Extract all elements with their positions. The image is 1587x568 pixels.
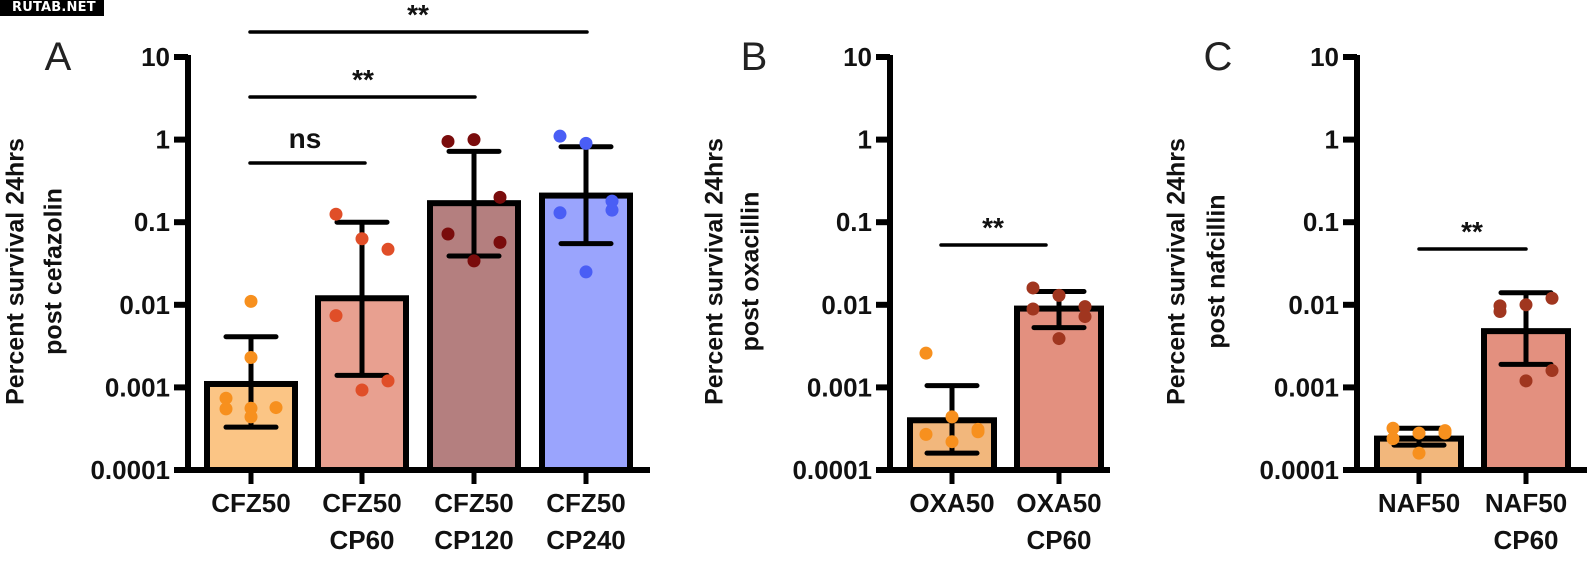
data-point (1412, 426, 1426, 440)
significance-label: ** (352, 64, 374, 95)
data-point (1052, 288, 1066, 302)
data-point (467, 133, 481, 147)
data-point (441, 227, 455, 241)
y-axis-label: post oxacillin (737, 192, 765, 352)
data-point (1519, 374, 1533, 388)
data-point (1026, 281, 1040, 295)
y-tick-label: 1 (858, 125, 872, 155)
data-point (1386, 421, 1400, 435)
data-point (244, 294, 258, 308)
data-point (579, 136, 593, 150)
data-point (355, 383, 369, 397)
data-point (381, 374, 395, 388)
y-axis-label: Percent survival 24hrs (1163, 138, 1191, 405)
data-point (1412, 446, 1426, 460)
data-point (244, 351, 258, 365)
data-point (219, 391, 233, 405)
panel-c: C Percent survival 24hrs post nafcillin 10 1… (1163, 35, 1587, 555)
y-tick-label: 1 (156, 125, 170, 155)
y-tick-label: 0.01 (1288, 290, 1339, 320)
y-tick-label: 10 (843, 42, 872, 72)
data-point (329, 309, 343, 323)
y-tick-label: 0.0001 (90, 455, 170, 485)
y-tick-label: 0.1 (134, 207, 170, 237)
x-tick-label: CP120 (434, 525, 514, 555)
panel-label: B (741, 35, 768, 79)
data-point (493, 190, 507, 204)
y-tick-label: 0.01 (821, 290, 872, 320)
data-point (1026, 302, 1040, 316)
x-tick-label: CP60 (1493, 525, 1558, 555)
panel-a: A Percent survival 24hrs post cefazolin 10 1… (2, 0, 650, 555)
x-tick-label: NAF50 (1378, 488, 1460, 518)
data-point (1438, 426, 1452, 440)
data-point (919, 346, 933, 360)
y-axis-label: post cefazolin (40, 188, 68, 355)
y-axis-label: Percent survival 24hrs (2, 138, 30, 405)
data-point (1493, 304, 1507, 318)
data-point (1078, 310, 1092, 324)
y-tick-label: 1 (1325, 125, 1339, 155)
y-tick-label: 10 (1310, 42, 1339, 72)
x-tick-label: CFZ50 (211, 488, 290, 518)
data-point (1078, 300, 1092, 314)
significance-label: ** (1461, 216, 1483, 247)
data-point (467, 254, 481, 268)
y-axis-label: Percent survival 24hrs (701, 138, 729, 405)
x-tick-label: CFZ50 (546, 488, 625, 518)
data-point (269, 401, 283, 415)
significance-label: ** (407, 0, 429, 30)
data-point (329, 207, 343, 221)
x-tick-label: CP60 (329, 525, 394, 555)
x-tick-label: CP240 (546, 525, 626, 555)
y-axis-label: post nafcillin (1203, 194, 1231, 348)
panel-label: A (45, 35, 72, 79)
x-tick-label: NAF50 (1485, 488, 1567, 518)
data-point (493, 235, 507, 249)
y-tick-label: 0.01 (119, 290, 170, 320)
y-tick-label: 0.1 (836, 207, 872, 237)
data-point (553, 129, 567, 143)
panel-b: B Percent survival 24hrs post oxacillin 10 1… (701, 35, 1110, 555)
significance-label-ns: ns (289, 123, 322, 154)
data-point (244, 410, 258, 424)
data-point (579, 265, 593, 279)
y-tick-label: 0.001 (807, 372, 872, 402)
data-point (919, 427, 933, 441)
data-point (1545, 364, 1559, 378)
x-tick-label: CP60 (1026, 525, 1091, 555)
data-point (605, 203, 619, 217)
y-tick-label: 0.0001 (1259, 455, 1339, 485)
x-tick-label: CFZ50 (434, 488, 513, 518)
data-point (1386, 432, 1400, 446)
data-point (219, 402, 233, 416)
data-point (355, 232, 369, 246)
data-point (1052, 332, 1066, 346)
watermark-badge: RUTAB.NET (0, 0, 104, 16)
panel-label: C (1204, 35, 1233, 79)
y-tick-label: 0.0001 (792, 455, 872, 485)
data-point (381, 242, 395, 256)
significance-label: ** (982, 212, 1004, 243)
data-point (605, 194, 619, 208)
y-tick-label: 10 (141, 42, 170, 72)
data-point (553, 206, 567, 220)
x-tick-label: CFZ50 (322, 488, 401, 518)
data-point (945, 435, 959, 449)
y-tick-label: 0.1 (1303, 207, 1339, 237)
data-point (971, 425, 985, 439)
data-point (1545, 291, 1559, 305)
data-point (945, 410, 959, 424)
x-tick-label: OXA50 (909, 488, 994, 518)
data-point (441, 134, 455, 148)
y-tick-label: 0.001 (105, 372, 170, 402)
y-tick-label: 0.001 (1274, 372, 1339, 402)
data-point (1519, 298, 1533, 312)
x-tick-label: OXA50 (1016, 488, 1101, 518)
